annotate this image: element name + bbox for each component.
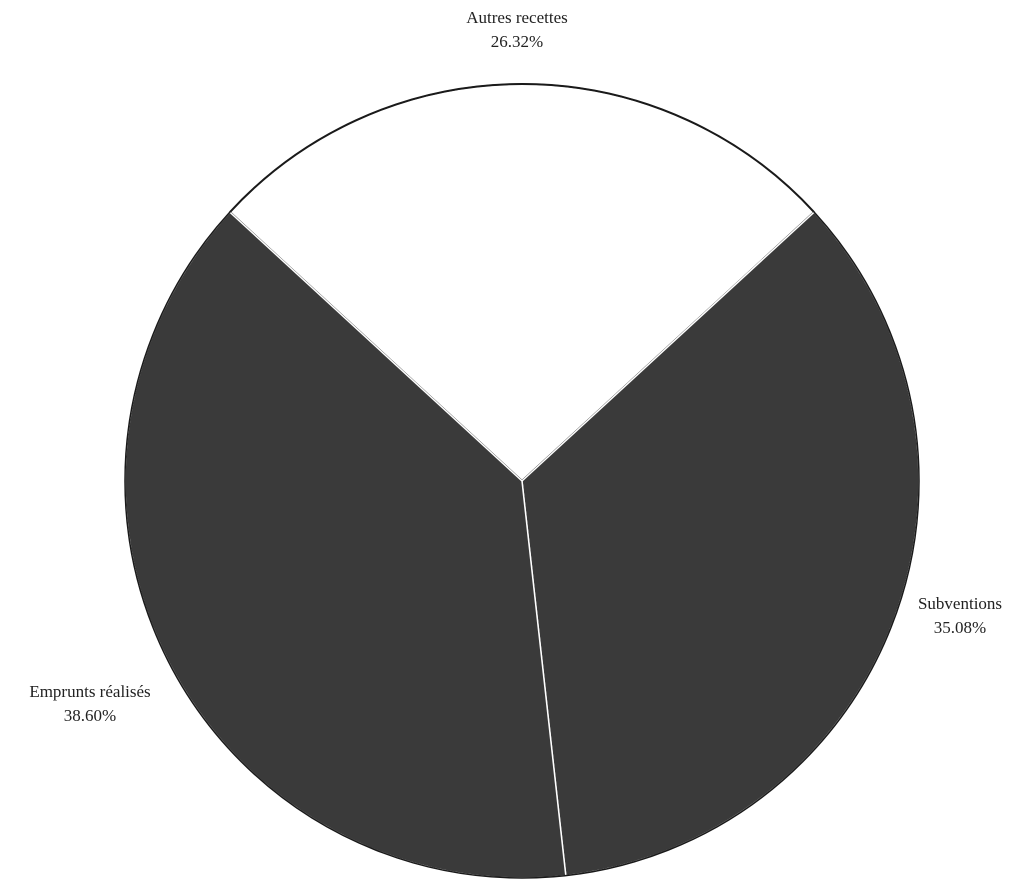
slice-name: Emprunts réalisés [29, 682, 151, 701]
slice-label-emprunts-realises: Emprunts réalisés 38.60% [0, 680, 180, 728]
slice-name: Autres recettes [466, 8, 568, 27]
slice-percent: 38.60% [63, 706, 117, 725]
slice-percent: 26.32% [490, 32, 544, 51]
pie-outline [124, 83, 920, 879]
slice-label-autres-recettes: Autres recettes 26.32% [422, 6, 612, 54]
slice-label-subventions: Subventions 35.08% [895, 592, 1025, 640]
slice-percent: 35.08% [933, 618, 987, 637]
slice-name: Subventions [917, 594, 1003, 613]
pie-slices [124, 83, 920, 879]
